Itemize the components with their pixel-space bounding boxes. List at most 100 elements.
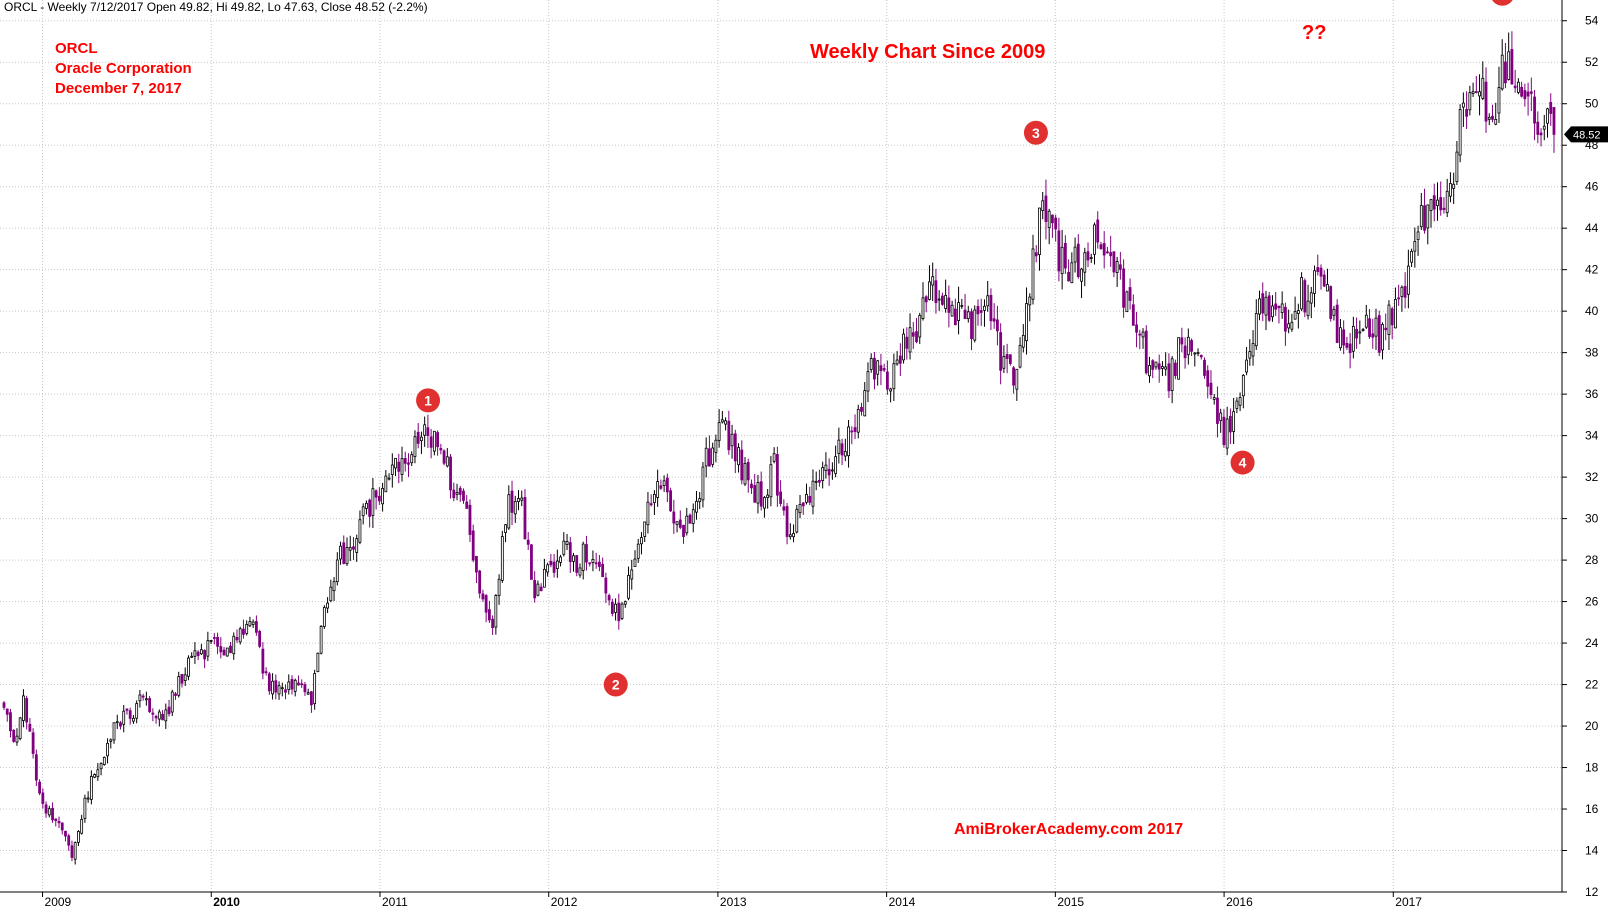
candle-body <box>983 305 986 311</box>
candle-body <box>1254 313 1258 347</box>
candle-body <box>708 448 711 467</box>
candle-body <box>290 678 294 690</box>
candle-body <box>1348 343 1352 354</box>
candle-body <box>1465 109 1469 117</box>
candle-body <box>203 650 207 660</box>
candle-body <box>293 679 297 692</box>
candle-body <box>264 671 268 674</box>
candle-body <box>934 280 938 303</box>
candle-body <box>620 603 624 619</box>
date-tick-label: 2009 <box>45 895 72 909</box>
candle-body <box>1377 315 1381 353</box>
candle-body <box>365 502 368 509</box>
candle-body <box>533 580 537 599</box>
candle-body <box>623 601 627 605</box>
candle-body <box>403 458 407 464</box>
candle-body <box>2 702 6 708</box>
candle-body <box>342 542 346 564</box>
candle-body <box>1073 246 1077 263</box>
candle-body <box>737 447 740 466</box>
candle-body <box>1177 337 1181 380</box>
candle-body <box>326 602 329 609</box>
candle-body <box>51 807 54 821</box>
candle-body <box>18 717 22 739</box>
candle-body <box>1025 303 1028 342</box>
candle-body <box>1384 327 1388 331</box>
candle-body <box>1345 342 1349 348</box>
candle-body <box>374 490 378 498</box>
candle-body <box>931 276 935 286</box>
candle-body <box>164 709 168 722</box>
candle-body <box>633 558 637 567</box>
candle-body <box>34 754 38 781</box>
candle-body <box>594 562 598 565</box>
candle-body <box>682 524 685 537</box>
candle-body <box>756 482 760 504</box>
candle-body <box>429 436 433 448</box>
candle-body <box>517 498 520 502</box>
candle-body <box>154 716 158 719</box>
candle-body <box>1154 361 1158 368</box>
candle-body <box>601 563 605 578</box>
candle-body <box>15 735 19 743</box>
candle-body <box>963 309 967 320</box>
candle-body <box>704 447 708 467</box>
candle-body <box>1086 251 1090 261</box>
candle-body <box>523 497 527 540</box>
candle-body <box>348 547 352 551</box>
candle-body <box>423 424 427 436</box>
candle-body <box>559 556 562 563</box>
wave-marker-label: 1 <box>424 392 432 408</box>
candle-body <box>303 684 307 693</box>
candle-body <box>863 390 867 417</box>
candle-body <box>1481 77 1485 99</box>
price-tick-label: 44 <box>1585 221 1599 235</box>
candle-body <box>248 621 252 627</box>
candle-body <box>627 574 630 599</box>
candle-body <box>1445 190 1449 213</box>
candle-body <box>1151 360 1155 370</box>
candle-body <box>471 530 475 561</box>
candle-body <box>371 488 375 516</box>
date-tick-label: 2013 <box>720 895 747 909</box>
candle-body <box>151 712 155 715</box>
candle-body <box>795 508 799 533</box>
candle-body <box>1403 286 1407 298</box>
price-tick-label: 26 <box>1585 595 1599 609</box>
candle-body <box>539 586 543 592</box>
candle-body <box>274 680 278 693</box>
price-tick-label: 12 <box>1585 885 1599 899</box>
candle-body <box>38 781 41 794</box>
candle-body <box>662 480 666 486</box>
candle-body <box>1468 92 1472 111</box>
candle-body <box>432 430 436 452</box>
candle-body <box>335 559 339 583</box>
chart-header: ORCL - Weekly 7/12/2017 Open 49.82, Hi 4… <box>4 0 428 14</box>
price-tick-label: 34 <box>1585 429 1599 443</box>
candle-body <box>1410 251 1414 263</box>
candle-body <box>578 567 582 576</box>
candle-body <box>733 433 737 462</box>
candle-body <box>1432 195 1436 210</box>
candle-body <box>1183 345 1187 359</box>
candle-body <box>190 655 194 658</box>
candle-body <box>766 494 770 499</box>
candle-body <box>300 683 304 686</box>
candle-body <box>1300 277 1303 310</box>
candle-body <box>183 674 187 681</box>
price-tick-label: 20 <box>1585 719 1599 733</box>
candle-body <box>1167 363 1171 392</box>
candle-body <box>856 408 860 433</box>
candle-body <box>1203 359 1206 376</box>
candle-body <box>1063 242 1067 269</box>
candle-body <box>64 830 67 837</box>
candle-body <box>653 494 656 503</box>
candle-body <box>510 490 514 513</box>
candle-body <box>1449 183 1452 197</box>
candle-body <box>911 332 915 337</box>
candle-body <box>821 467 825 481</box>
candle-body <box>1128 287 1132 301</box>
candle-body <box>824 464 828 471</box>
candle-body <box>552 561 556 573</box>
candle-body <box>1536 121 1540 135</box>
